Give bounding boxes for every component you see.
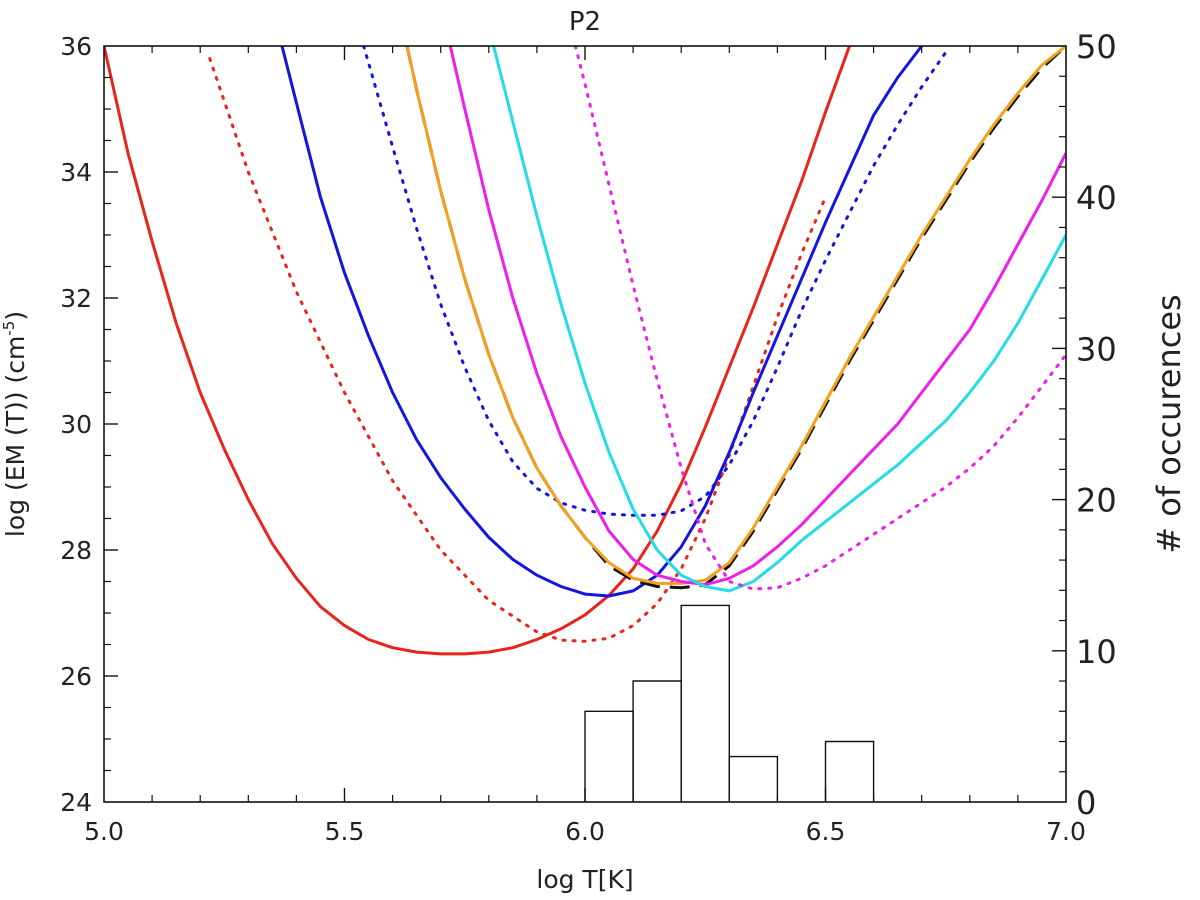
x-axis-title: log T[K] xyxy=(536,865,633,894)
x-tick-label: 5.5 xyxy=(325,817,365,846)
y2-tick-label: 50 xyxy=(1076,28,1117,66)
series-5-line xyxy=(405,46,1066,590)
y-axis-title: log (EM (T)) (cm-5) xyxy=(0,311,30,537)
histogram-bar-3 xyxy=(680,604,730,802)
y-tick-label: 36 xyxy=(60,32,92,61)
x-tick-label: 6.0 xyxy=(565,817,605,846)
series-9-line xyxy=(573,46,1066,591)
x-tick-label: 7.0 xyxy=(1046,817,1086,846)
histogram-layer xyxy=(584,604,875,802)
x-tick-label: 5.0 xyxy=(84,817,124,846)
series-8-line xyxy=(492,46,1066,593)
y2-tick-label: 20 xyxy=(1076,482,1117,520)
series-1-line xyxy=(104,46,851,656)
y2-tick-label: 10 xyxy=(1076,633,1117,671)
x-tick-label: 6.5 xyxy=(806,817,846,846)
series-6-line xyxy=(405,46,1066,585)
y-tick-label: 24 xyxy=(60,788,92,817)
series-4-line xyxy=(362,46,948,517)
y-axis-title-end: ) xyxy=(1,311,30,321)
curve-layer xyxy=(104,46,1066,656)
y-tick-label: 28 xyxy=(60,536,92,565)
series-7-line xyxy=(448,46,1066,587)
y-axis-title-sup: -5 xyxy=(0,321,18,336)
chart-title: P2 xyxy=(569,7,601,37)
histogram-bar-1 xyxy=(584,710,634,802)
histogram-bar-6 xyxy=(824,740,875,802)
x-axis-ticks: 5.0 5.5 6.0 6.5 7.0 xyxy=(84,46,1086,846)
y-axis-title-main: log (EM (T)) (cm xyxy=(1,336,30,537)
y2-tick-label: 40 xyxy=(1076,179,1117,217)
y2-tick-label: 30 xyxy=(1076,330,1117,368)
y2-axis-title: # of occurences xyxy=(1150,294,1188,553)
y-tick-label: 26 xyxy=(60,662,92,691)
series-3-line xyxy=(280,46,923,598)
y-tick-label: 32 xyxy=(60,284,92,313)
y2-axis-ticks: 0 10 20 30 40 50 xyxy=(1052,28,1117,822)
plot-frame xyxy=(103,45,1067,803)
series-2-line xyxy=(208,57,827,643)
y-tick-label: 30 xyxy=(60,410,92,439)
y-axis-ticks: 24 26 28 30 32 34 36 xyxy=(60,32,118,817)
y-tick-label: 34 xyxy=(60,158,92,187)
histogram-bar-4 xyxy=(728,755,779,802)
histogram-bar-2 xyxy=(632,680,682,802)
y2-tick-label: 0 xyxy=(1076,784,1096,822)
